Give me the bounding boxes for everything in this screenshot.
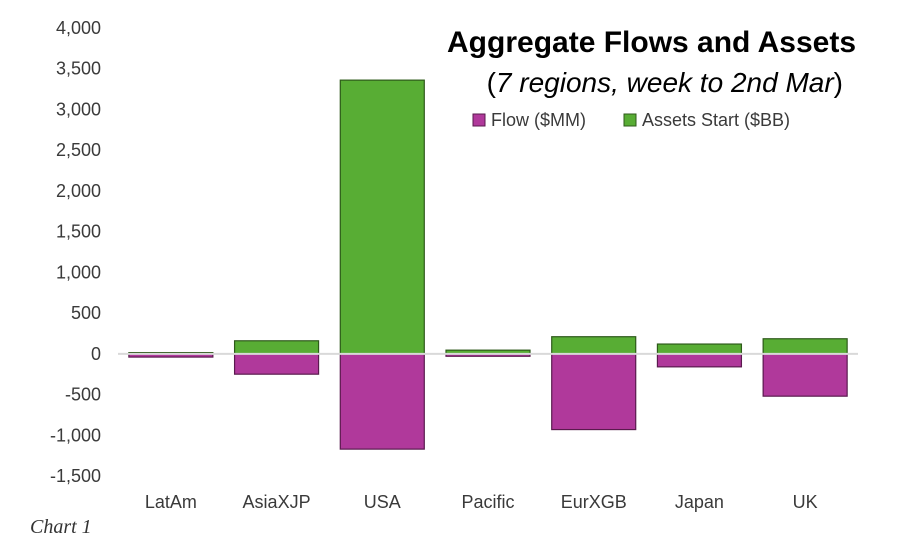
x-tick-label: USA [364,492,401,512]
flow-bar [762,353,848,397]
x-axis-ticks: LatAm AsiaXJP USA Pacific EurXGB Japan UK [145,492,818,512]
assets-bar [762,338,848,355]
assets-bar [656,343,743,355]
y-tick-label: -1,500 [50,466,101,486]
y-tick-label: -1,000 [50,425,101,445]
y-tick-label: 4,000 [56,18,101,38]
y-tick-label: 3,000 [56,99,101,119]
flow-bar [339,353,425,450]
y-tick-label: 1,000 [56,262,101,282]
legend-label-flow: Flow ($MM) [491,110,586,130]
x-tick-label: LatAm [145,492,197,512]
legend-swatch-flow [472,113,486,127]
x-tick-label: Pacific [461,492,514,512]
bars [128,79,848,450]
subtitle-close-paren: ) [834,67,843,98]
x-tick-label: AsiaXJP [243,492,311,512]
subtitle-open-paren: ( [487,67,497,98]
flow-bar [656,353,743,368]
chart-subtitle: (7 regions, week to 2nd Mar) [487,67,843,98]
legend-label-assets: Assets Start ($BB) [642,110,790,130]
assets-bar [551,336,637,355]
y-axis-ticks: 4,000 3,500 3,000 2,500 2,000 1,500 1,000 500 0 -… [50,18,101,486]
x-tick-label: UK [793,492,818,512]
flow-bar [233,353,320,375]
y-tick-label: 0 [91,344,101,364]
legend-swatch-assets [623,113,637,127]
chart-title: Aggregate Flows and Assets [447,26,856,59]
assets-bar [233,340,320,355]
y-tick-label: 500 [71,303,101,323]
flow-bar [551,353,637,431]
chart-caption: Chart 1 [30,516,92,538]
x-tick-label: Japan [675,492,724,512]
y-tick-label: 3,500 [56,59,101,79]
y-tick-label: 2,000 [56,181,101,201]
assets-bar [339,79,425,355]
subtitle-text: 7 regions, week to 2nd Mar [496,67,835,98]
x-tick-label: EurXGB [561,492,627,512]
y-tick-label: 1,500 [56,222,101,242]
legend: Flow ($MM) Assets Start ($BB) [472,110,790,130]
y-tick-label: -500 [65,385,101,405]
y-tick-label: 2,500 [56,140,101,160]
